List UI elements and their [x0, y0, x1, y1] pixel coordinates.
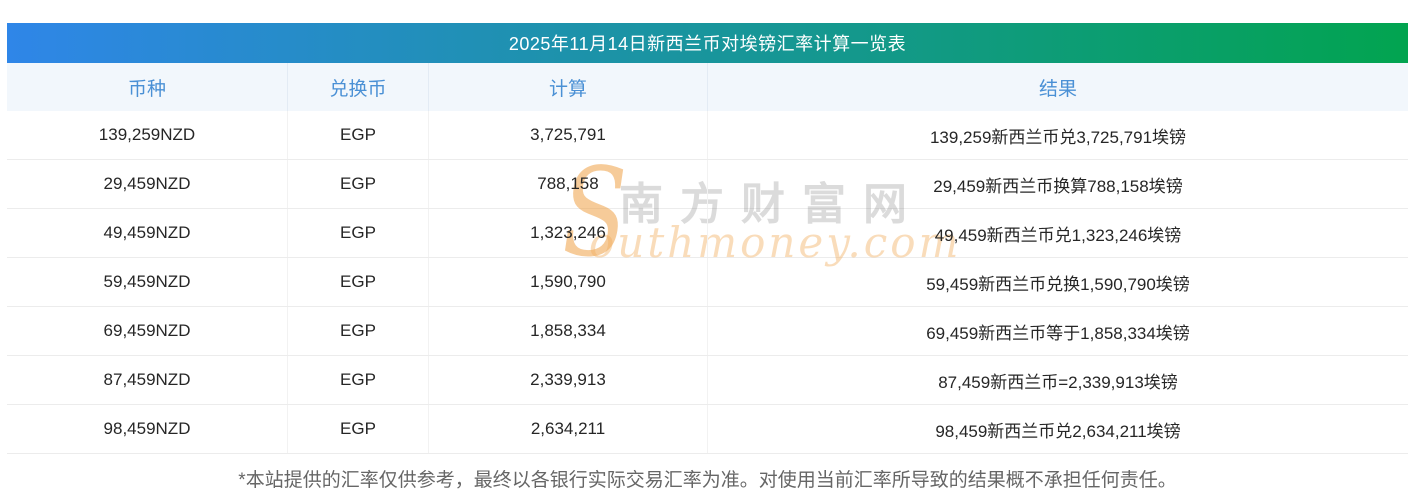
page-title: 2025年11月14日新西兰币对埃镑汇率计算一览表: [508, 34, 907, 54]
cell-calculation: 1,858,334: [428, 307, 707, 355]
table-row: 59,459NZD EGP 1,590,790 59,459新西兰币兑换1,59…: [7, 258, 1408, 307]
cell-result: 49,459新西兰币兑1,323,246埃镑: [707, 209, 1408, 257]
disclaimer-note: *本站提供的汇率仅供参考，最终以各银行实际交易汇率为准。对使用当前汇率所导致的结…: [238, 470, 1177, 491]
table-row: 98,459NZD EGP 2,634,211 98,459新西兰币兑2,634…: [7, 405, 1408, 454]
column-header-result: 结果: [707, 63, 1408, 111]
cell-amount-nzd: 139,259NZD: [98, 125, 196, 144]
table-row: 29,459NZD EGP 788,158 29,459新西兰币换算788,15…: [7, 160, 1408, 209]
cell-target-currency: EGP: [287, 160, 428, 208]
cell-calculation: 2,339,913: [428, 356, 707, 404]
cell-result: 29,459新西兰币换算788,158埃镑: [707, 160, 1408, 208]
cell-result: 98,459新西兰币兑2,634,211埃镑: [707, 405, 1408, 453]
cell-target-currency: EGP: [287, 258, 428, 306]
cell-result: 139,259新西兰币兑3,725,791埃镑: [707, 111, 1408, 159]
cell-result: 69,459新西兰币等于1,858,334埃镑: [707, 307, 1408, 355]
cell-calculation: 788,158: [428, 160, 707, 208]
cell-amount-nzd: 29,459NZD: [103, 174, 191, 193]
table-row: 139,259NZD EGP 3,725,791 139,259新西兰币兑3,7…: [7, 111, 1408, 160]
cell-amount-nzd: 59,459NZD: [103, 272, 191, 291]
table-title-bar: 2025年11月14日新西兰币对埃镑汇率计算一览表: [7, 23, 1408, 63]
table-header-row: 币种 兑换币 计算 结果: [7, 63, 1408, 111]
cell-calculation: 1,590,790: [428, 258, 707, 306]
table-row: 69,459NZD EGP 1,858,334 69,459新西兰币等于1,85…: [7, 307, 1408, 356]
cell-target-currency: EGP: [287, 111, 428, 159]
cell-amount-nzd: 49,459NZD: [103, 223, 191, 242]
table-row: 87,459NZD EGP 2,339,913 87,459新西兰币=2,339…: [7, 356, 1408, 405]
cell-result: 87,459新西兰币=2,339,913埃镑: [707, 356, 1408, 404]
column-header-to-currency: 兑换币: [287, 63, 428, 111]
cell-calculation: 2,634,211: [428, 405, 707, 453]
cell-amount-nzd: 98,459NZD: [103, 419, 191, 438]
cell-target-currency: EGP: [287, 405, 428, 453]
cell-target-currency: EGP: [287, 356, 428, 404]
table-row: 49,459NZD EGP 1,323,246 49,459新西兰币兑1,323…: [7, 209, 1408, 258]
cell-calculation: 3,725,791: [428, 111, 707, 159]
rate-table: 币种 兑换币 计算 结果 139,259NZD EGP 3,725,791 13…: [7, 63, 1408, 454]
cell-result: 59,459新西兰币兑换1,590,790埃镑: [707, 258, 1408, 306]
cell-amount-nzd: 69,459NZD: [103, 321, 191, 340]
table-body: 139,259NZD EGP 3,725,791 139,259新西兰币兑3,7…: [7, 111, 1408, 454]
cell-calculation: 1,323,246: [428, 209, 707, 257]
column-header-calculation: 计算: [428, 63, 707, 111]
cell-target-currency: EGP: [287, 209, 428, 257]
cell-target-currency: EGP: [287, 307, 428, 355]
cell-amount-nzd: 87,459NZD: [103, 370, 191, 389]
column-header-currency: 币种: [127, 78, 166, 100]
